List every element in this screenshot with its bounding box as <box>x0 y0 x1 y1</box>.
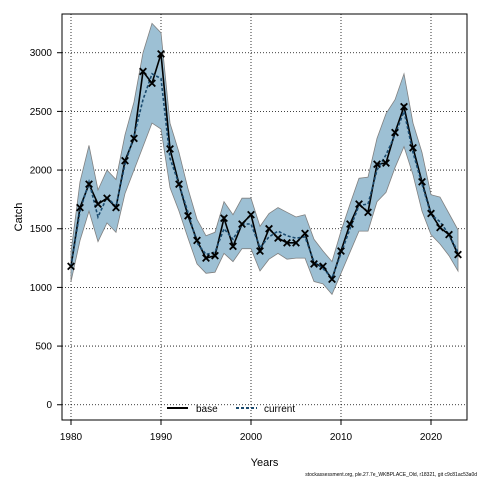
x-tick-label: 2020 <box>420 432 443 443</box>
observed-point <box>247 210 255 219</box>
legend: base current <box>167 404 295 415</box>
y-tick-label: 500 <box>35 342 52 353</box>
observed-point <box>148 79 156 88</box>
legend-current-label: current <box>264 404 295 415</box>
observed-point <box>301 229 309 238</box>
observed-point <box>346 220 354 228</box>
observed-point <box>328 275 336 284</box>
x-tick-label: 2000 <box>240 432 263 443</box>
y-tick-label: 3000 <box>30 48 53 59</box>
x-tick-label: 1980 <box>60 432 83 443</box>
observed-point <box>382 159 390 167</box>
observed-point <box>418 177 426 186</box>
series-line-current <box>70 72 459 280</box>
y-tick-label: 2000 <box>30 166 53 177</box>
observed-points <box>67 49 462 284</box>
confidence-band <box>70 22 459 296</box>
observed-point <box>292 238 300 247</box>
legend-base-label: base <box>196 404 218 415</box>
observed-point <box>76 203 84 212</box>
observed-point <box>211 251 219 260</box>
y-tick-label: 0 <box>46 400 52 411</box>
observed-point <box>184 211 192 220</box>
x-tick-label: 2010 <box>330 432 353 443</box>
x-axis: 1980 1990 2000 2010 2020 <box>60 420 443 443</box>
observed-point <box>229 242 237 251</box>
observed-point <box>436 223 444 232</box>
observed-point <box>364 208 372 217</box>
y-tick-label: 2500 <box>30 107 53 118</box>
observed-point <box>238 220 246 228</box>
observed-point <box>202 254 210 263</box>
observed-point <box>319 262 327 271</box>
observed-point <box>166 145 174 153</box>
grid <box>62 14 467 420</box>
y-axis-label: Catch <box>13 203 25 232</box>
observed-point <box>220 214 228 223</box>
x-tick-label: 1990 <box>150 432 173 443</box>
observed-point <box>337 247 345 255</box>
y-axis: 0 500 1000 1500 2000 2500 3000 <box>30 48 62 411</box>
observed-point <box>67 262 75 271</box>
confidence-band-area <box>70 22 459 296</box>
observed-point <box>355 200 363 209</box>
observed-point <box>409 143 417 152</box>
observed-point <box>121 156 129 165</box>
plot-frame <box>61 13 468 421</box>
observed-point <box>454 250 462 259</box>
observed-point <box>427 209 435 218</box>
observed-point <box>85 180 93 189</box>
x-axis-label: Years <box>251 457 279 469</box>
observed-point <box>310 259 318 268</box>
observed-point <box>157 49 165 58</box>
observed-point <box>373 160 381 169</box>
observed-point <box>256 247 264 255</box>
observed-point <box>400 102 408 111</box>
observed-point <box>445 230 453 239</box>
y-tick-label: 1000 <box>30 283 53 294</box>
y-tick-label: 1500 <box>30 224 53 235</box>
series-lines <box>70 53 459 281</box>
observed-point <box>391 128 399 137</box>
observed-point <box>94 200 102 209</box>
observed-point <box>175 180 183 189</box>
observed-point <box>130 134 138 143</box>
observed-point <box>283 238 291 247</box>
observed-point <box>103 194 111 203</box>
observed-point <box>112 203 120 212</box>
observed-point <box>265 224 273 233</box>
observed-point <box>274 234 282 243</box>
footer-note: stockassessment.org, ple.27.7e_WKBPLACE_… <box>305 472 477 478</box>
observed-point <box>193 236 201 245</box>
observed-point <box>139 67 147 76</box>
